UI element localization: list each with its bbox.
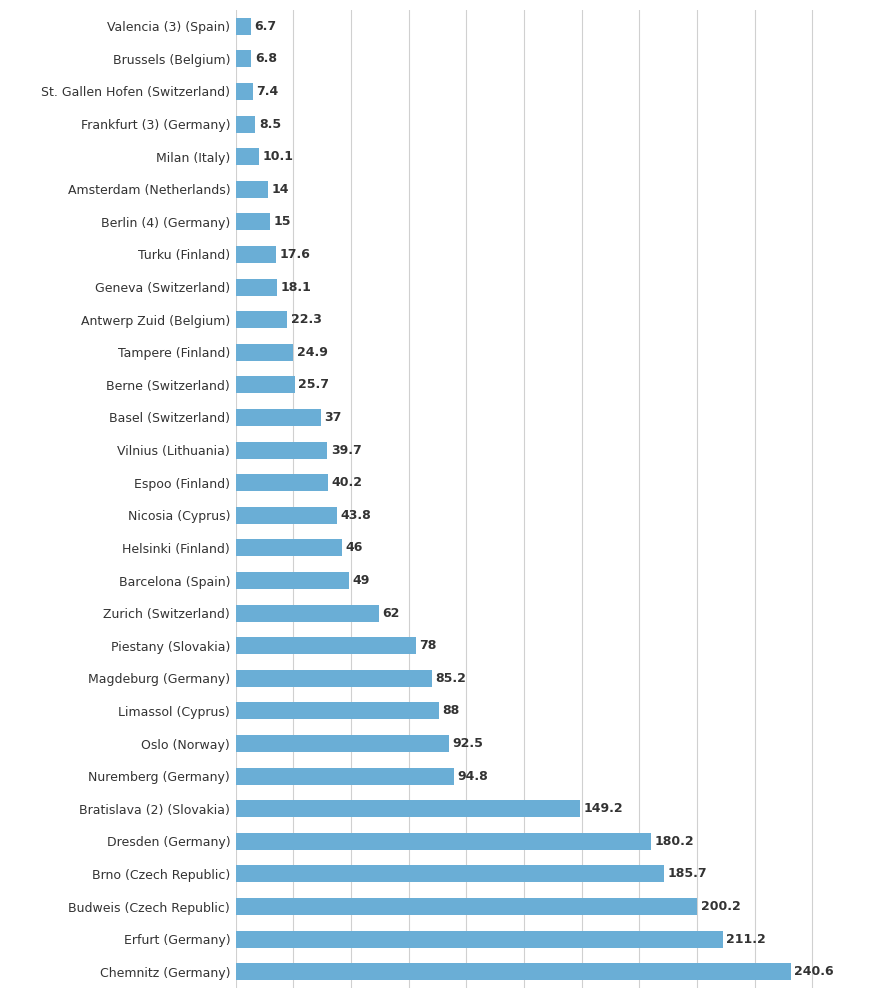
Bar [236, 898, 698, 915]
Text: 94.8: 94.8 [457, 769, 489, 782]
Text: 25.7: 25.7 [299, 378, 329, 391]
Text: 15: 15 [274, 216, 292, 229]
Bar [236, 605, 379, 622]
Bar [236, 865, 664, 882]
Bar [236, 703, 438, 720]
Text: 78: 78 [419, 639, 436, 653]
Bar [236, 409, 321, 426]
Bar [236, 18, 251, 35]
Bar [236, 83, 253, 100]
Text: 85.2: 85.2 [436, 672, 466, 685]
Bar [236, 376, 295, 393]
Bar [236, 311, 287, 328]
Text: 240.6: 240.6 [794, 965, 834, 978]
Bar [236, 931, 723, 947]
Text: 49: 49 [352, 574, 369, 587]
Text: 40.2: 40.2 [332, 476, 363, 489]
Text: 6.8: 6.8 [255, 52, 277, 66]
Bar [236, 736, 449, 751]
Bar [236, 442, 327, 458]
Bar [236, 507, 337, 524]
Bar [236, 474, 328, 491]
Text: 149.2: 149.2 [583, 802, 622, 815]
Text: 10.1: 10.1 [263, 150, 293, 164]
Text: 8.5: 8.5 [258, 118, 281, 131]
Bar [236, 247, 276, 262]
Text: 18.1: 18.1 [281, 280, 312, 293]
Bar [236, 670, 432, 687]
Text: 200.2: 200.2 [701, 900, 740, 913]
Bar [236, 344, 293, 360]
Bar [236, 214, 271, 231]
Text: 24.9: 24.9 [297, 345, 327, 359]
Text: 92.5: 92.5 [452, 737, 484, 750]
Text: 185.7: 185.7 [667, 867, 707, 880]
Text: 6.7: 6.7 [255, 20, 277, 33]
Text: 14: 14 [272, 183, 289, 196]
Text: 88: 88 [442, 705, 459, 718]
Bar [236, 767, 454, 784]
Bar [236, 963, 791, 980]
Text: 7.4: 7.4 [257, 85, 278, 98]
Bar [236, 278, 278, 295]
Text: 180.2: 180.2 [655, 834, 694, 848]
Bar [236, 540, 342, 556]
Text: 62: 62 [382, 607, 400, 620]
Bar [236, 116, 255, 133]
Bar [236, 51, 251, 67]
Text: 17.6: 17.6 [279, 248, 311, 261]
Text: 22.3: 22.3 [291, 313, 321, 326]
Bar [236, 149, 259, 165]
Bar [236, 181, 268, 198]
Text: 37: 37 [325, 411, 342, 424]
Text: 211.2: 211.2 [726, 932, 766, 946]
Bar [236, 800, 580, 817]
Bar [236, 638, 416, 654]
Bar [236, 833, 651, 849]
Text: 46: 46 [345, 541, 362, 555]
Text: 39.7: 39.7 [331, 443, 361, 457]
Bar [236, 572, 348, 589]
Text: 43.8: 43.8 [340, 509, 371, 522]
